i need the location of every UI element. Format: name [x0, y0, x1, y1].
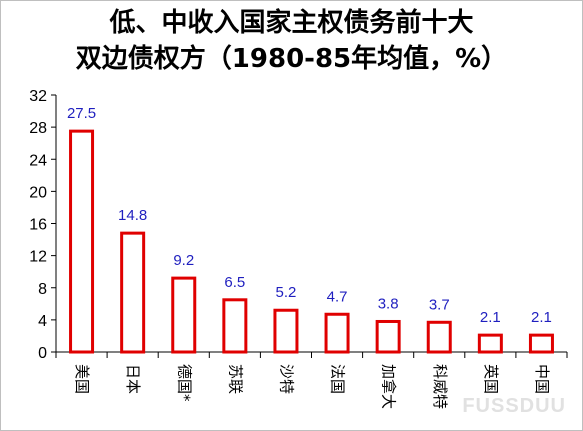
y-tick-label: 28	[29, 120, 47, 137]
y-tick-label: 16	[29, 217, 47, 234]
category-label: 美国	[73, 364, 91, 394]
y-tick-label: 12	[29, 249, 47, 266]
category-label: 科威特	[431, 364, 449, 409]
y-tick-label: 32	[29, 88, 47, 105]
data-label: 14.8	[118, 207, 147, 224]
y-tick-label: 20	[29, 184, 47, 201]
data-label: 27.5	[67, 105, 96, 122]
bar	[273, 308, 299, 354]
chart-title-line-2: 双边债权方（1980-85年均值，%）	[75, 44, 508, 74]
category-label: 苏联	[226, 364, 244, 394]
data-label: 5.2	[276, 284, 297, 301]
chart-title-line-1: 低、中收入国家主权债务前十大	[109, 8, 474, 38]
bar	[120, 231, 146, 354]
y-tick-label: 8	[38, 281, 47, 298]
data-label: 3.8	[378, 295, 399, 312]
category-labels: 美国 日本 德国* 苏联 沙特 法国 加拿大 科威特 英国 中国	[73, 364, 551, 409]
watermark: FUSSDUU	[462, 395, 566, 417]
bar	[171, 276, 197, 354]
data-label: 9.2	[173, 252, 194, 269]
category-label: 德国*	[175, 364, 193, 402]
data-label: 3.7	[429, 296, 450, 313]
bar	[528, 333, 554, 354]
y-tick-label: 4	[38, 313, 47, 330]
category-label: 中国	[533, 364, 551, 394]
bar	[426, 320, 452, 354]
y-ticks: 0 4 8 12 16 20 24 28 32	[29, 88, 56, 362]
bar	[324, 312, 350, 354]
bar	[477, 333, 503, 354]
bars	[69, 129, 554, 354]
category-label: 日本	[124, 364, 142, 394]
data-label: 2.1	[531, 309, 552, 326]
y-tick-label: 0	[38, 345, 47, 362]
bar	[375, 319, 401, 354]
chart-title: 低、中收入国家主权债务前十大 双边债权方（1980-85年均值，%）	[1, 5, 582, 77]
category-label: 英国	[482, 364, 500, 394]
category-label: 法国	[329, 364, 347, 394]
data-labels: 27.5 14.8 9.2 6.5 5.2 4.7 3.8 3.7 2.1 2.1	[67, 105, 552, 326]
data-label: 6.5	[224, 274, 245, 291]
y-tick-label: 24	[29, 152, 47, 169]
category-label: 沙特	[277, 364, 295, 394]
data-label: 2.1	[480, 309, 501, 326]
bar	[69, 129, 95, 354]
data-label: 4.7	[327, 288, 348, 305]
category-label: 加拿大	[380, 364, 398, 409]
bar	[222, 298, 248, 354]
